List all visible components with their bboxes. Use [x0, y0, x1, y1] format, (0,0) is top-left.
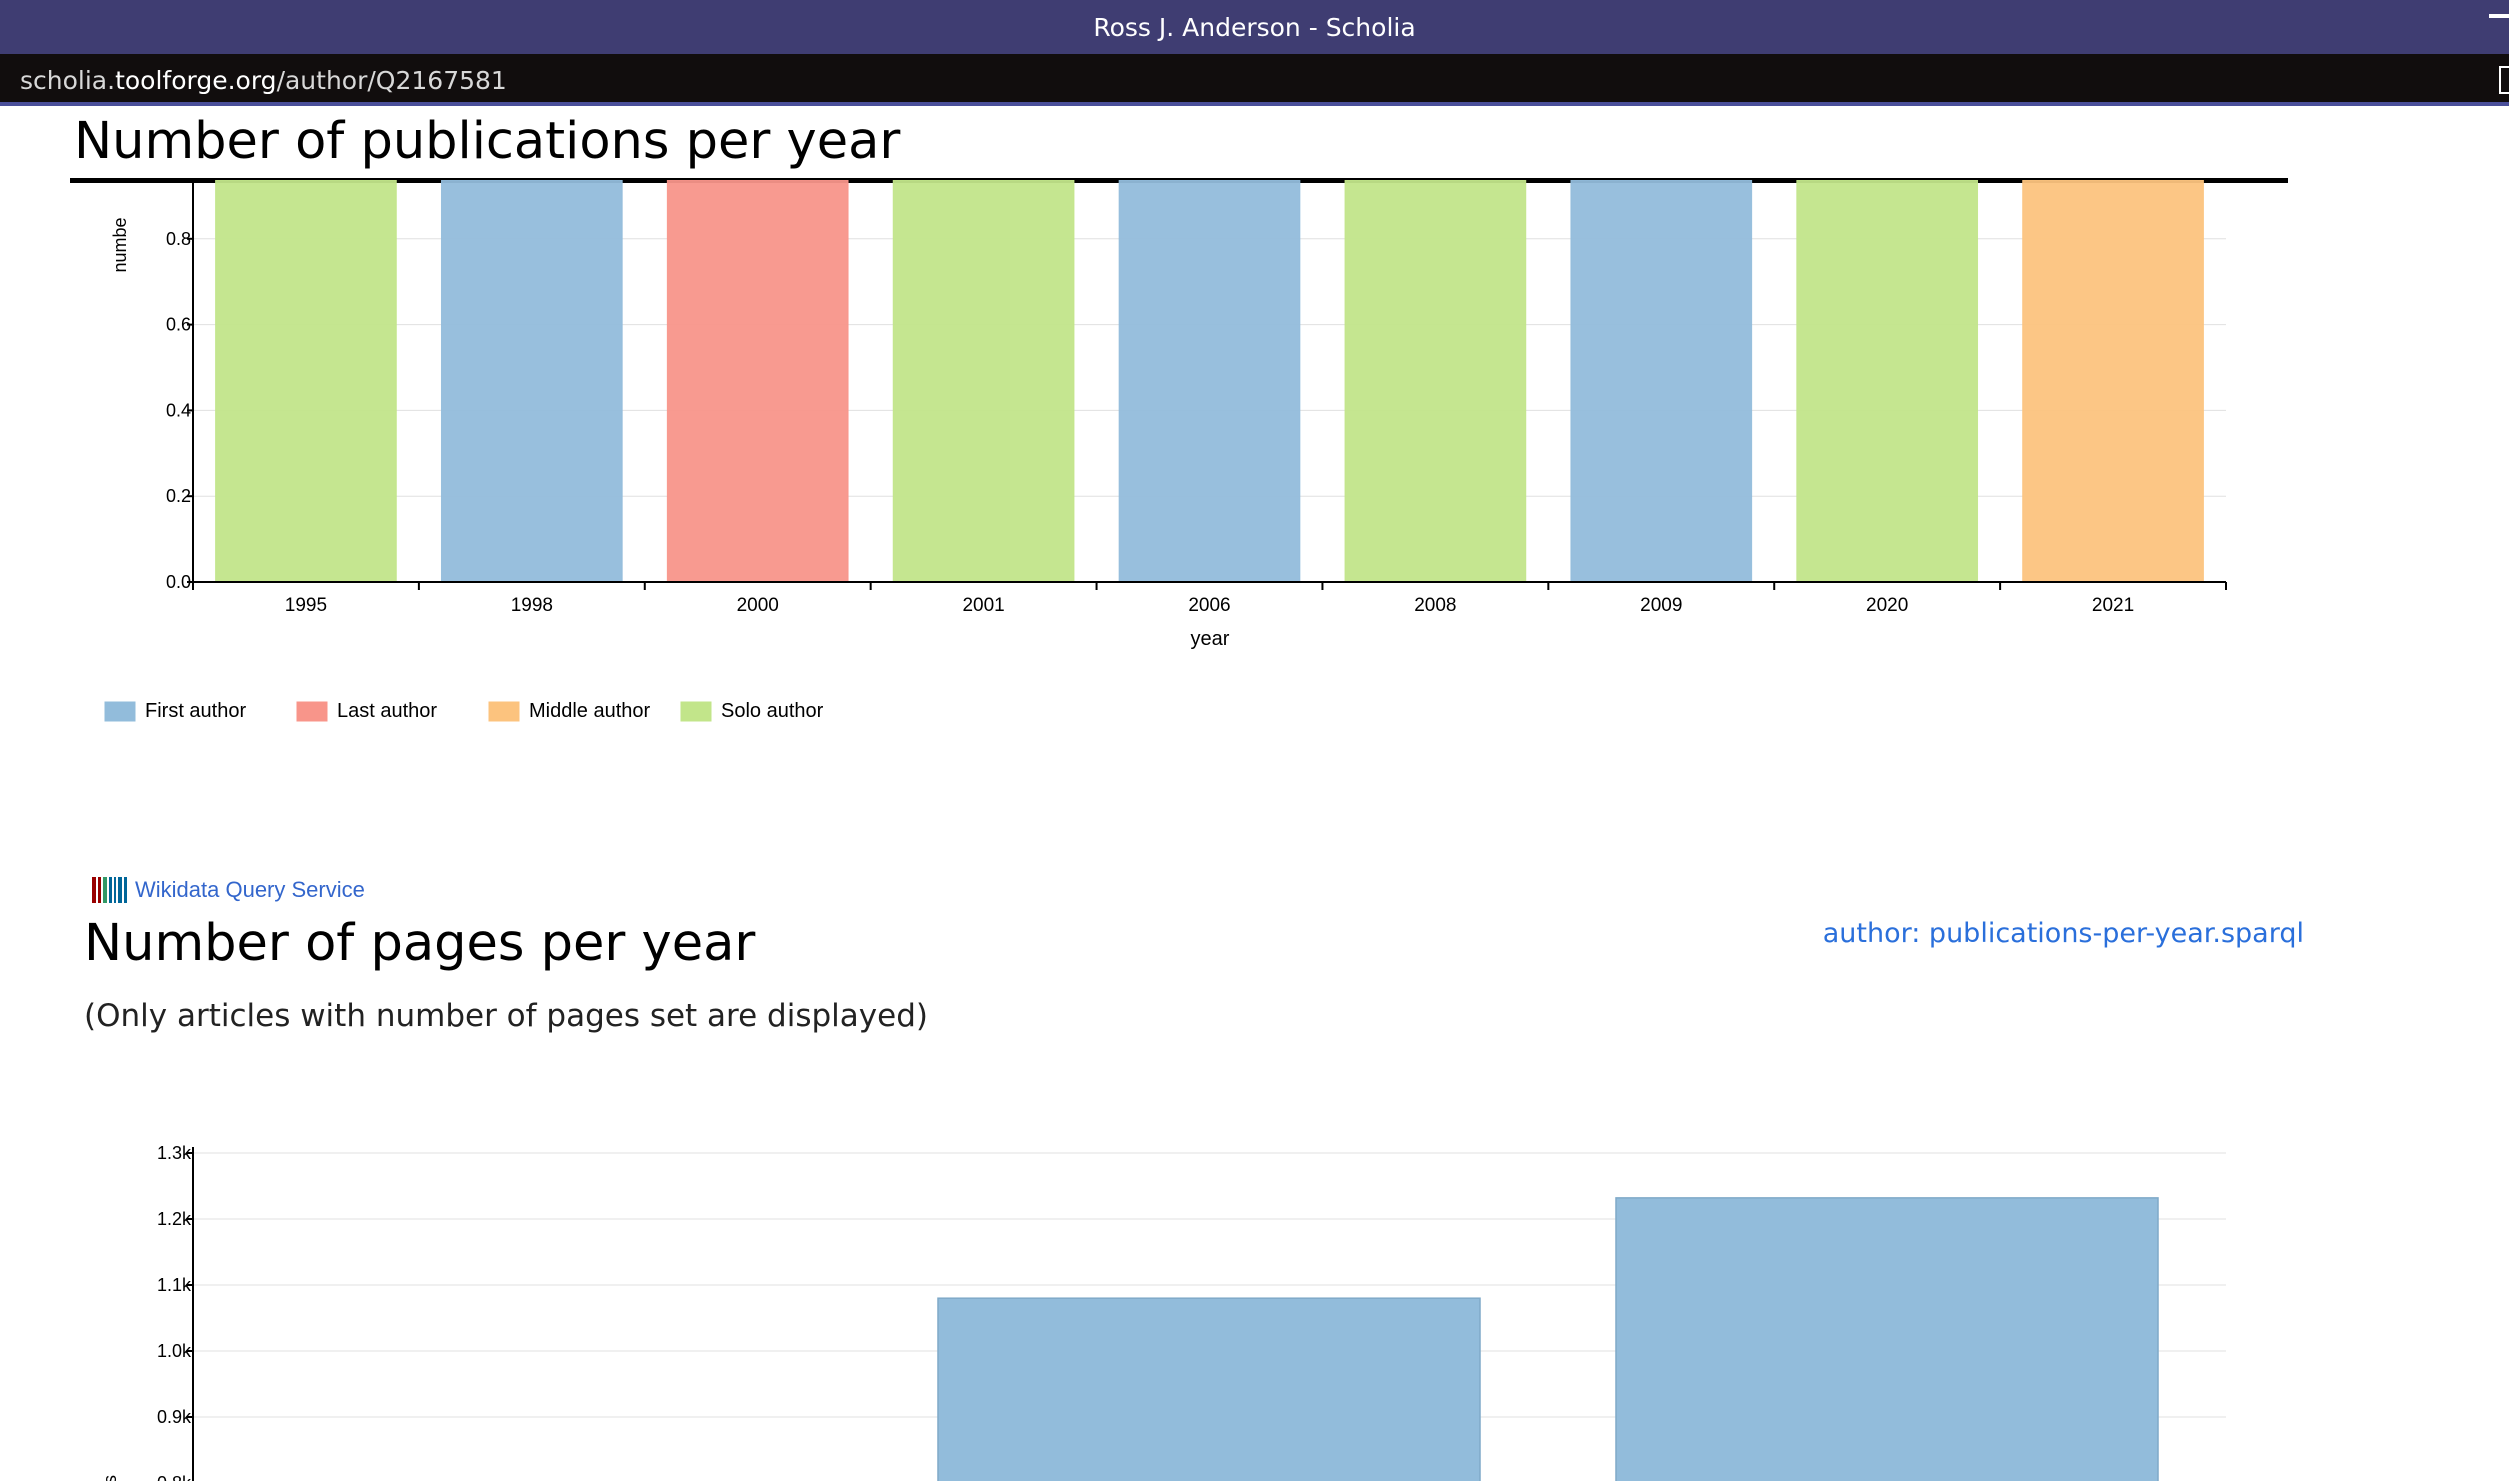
wikidata-query-service-link[interactable]: Wikidata Query Service [92, 877, 365, 903]
chart1-x-tick-label: 2001 [962, 595, 1004, 616]
chart1-bar-1998 [440, 180, 623, 583]
pages-per-year-chart: 0.8k 0.9k 1.0k 1.1k 1.2k 1.3k pages [100, 1143, 2226, 1481]
chart2-y-tick-label: 1.0k [157, 1341, 192, 1361]
chart2-axes: 0.8k 0.9k 1.0k 1.1k 1.2k 1.3k [157, 1143, 194, 1481]
chart1-x-tick-label: 2006 [1188, 595, 1230, 616]
chart2-y-tick-label: 1.2k [157, 1209, 192, 1229]
chart1-bar-2020 [1796, 180, 1979, 583]
chart1-legend: First author Last author Middle author Solo… [104, 700, 824, 722]
chart1-y-tick-label: 0.0 [166, 572, 191, 592]
publications-per-year-title: Number of publications per year [74, 112, 901, 171]
url-domain: toolforge.org [115, 65, 277, 95]
chart1-x-tick-label: 2009 [1640, 595, 1682, 616]
pages-per-year-title: Number of pages per year [84, 914, 756, 973]
chart2-bars [937, 1197, 2159, 1481]
wikidata-barcode-icon [92, 877, 129, 903]
pages-per-year-subtitle: (Only articles with number of pages set … [84, 998, 928, 1034]
legend-swatch-2 [488, 701, 520, 722]
chart2-y-tick-label: 1.1k [157, 1275, 192, 1295]
chart1-y-tick-label: 0.8 [166, 229, 191, 249]
legend-label-2: Middle author [529, 700, 651, 722]
legend-label-0: First author [145, 700, 246, 722]
chart1-x-tick-label: 2008 [1414, 595, 1456, 616]
chart1-bar-2001 [892, 180, 1075, 583]
chart2-y-tick-label: 0.9k [157, 1407, 192, 1427]
chart2-bar [1615, 1197, 2159, 1481]
wikidata-query-service-label: Wikidata Query Service [135, 877, 365, 902]
minimize-icon[interactable] [2489, 14, 2509, 18]
legend-swatch-1 [296, 701, 328, 722]
chart1-bar-2021 [2022, 180, 2204, 583]
chart1-axes: 0.0 0.2 0.4 0.6 0.8 1995 1998 2000 2001 2006 2008 2… [166, 180, 2227, 616]
chart1-x-tick-label: 2000 [737, 595, 779, 616]
window-titlebar: Ross J. Anderson - Scholia [0, 0, 2509, 54]
legend-label-1: Last author [337, 700, 437, 722]
url-text[interactable]: scholia.toolforge.org/author/Q2167581 [20, 66, 507, 95]
window-title: Ross J. Anderson - Scholia [1093, 12, 1416, 42]
chart1-bar-2008 [1344, 180, 1527, 583]
chart2-y-tick-label: 0.8k [157, 1473, 192, 1481]
chart1-y-axis-label: numbe [110, 217, 130, 272]
chart1-y-tick-label: 0.4 [166, 400, 191, 420]
chart1-x-axis-label: year [1191, 628, 1230, 650]
chart2-y-tick-label: 1.3k [157, 1143, 192, 1163]
url-prefix: scholia. [20, 65, 116, 95]
chart1-y-tick-label: 0.2 [166, 486, 191, 506]
chart1-x-tick-label: 1995 [285, 595, 327, 616]
extensions-icon[interactable] [2499, 66, 2509, 94]
chart1-bar-2009 [1570, 180, 1753, 583]
publications-per-year-chart: 0.0 0.2 0.4 0.6 0.8 1995 1998 2000 2001 2006 2008 2… [104, 180, 2227, 722]
chart1-bar-2000 [666, 180, 849, 583]
legend-swatch-0 [104, 701, 136, 722]
chart1-x-tick-label: 2020 [1866, 595, 1908, 616]
chart1-bar-2006 [1118, 180, 1301, 583]
address-bar-accent [0, 102, 2509, 106]
chart2-y-axis-label: pages [100, 1475, 120, 1481]
legend-label-3: Solo author [721, 700, 824, 722]
chart1-bars [215, 180, 2204, 583]
sparql-query-link[interactable]: author: publications-per-year.sparql [1822, 918, 2304, 949]
chart1-bar-1995 [215, 180, 397, 583]
chart1-x-tick-label: 1998 [511, 595, 553, 616]
legend-swatch-3 [680, 701, 712, 722]
chart2-bar [937, 1297, 1481, 1481]
address-bar[interactable]: scholia.toolforge.org/author/Q2167581 [0, 54, 2509, 106]
url-path: /author/Q2167581 [276, 65, 507, 95]
chart1-y-tick-label: 0.6 [166, 315, 191, 335]
chart1-x-tick-label: 2021 [2092, 595, 2134, 616]
